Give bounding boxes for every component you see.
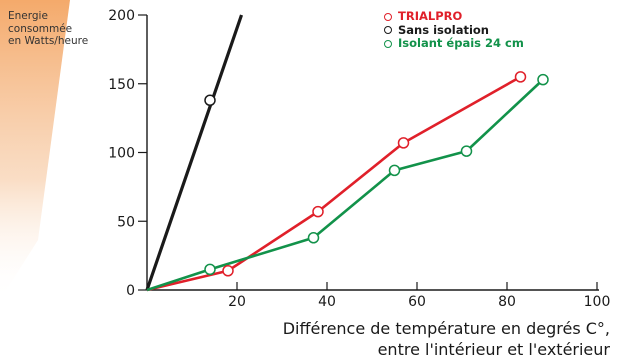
x-tick-label: 20 [228, 294, 246, 310]
y-tick-label: 0 [126, 283, 135, 299]
legend-item-sans-isolation: Sans isolation [384, 22, 524, 38]
legend-marker-icon [384, 26, 392, 35]
orange-corner-swoosh [0, 0, 70, 300]
legend-label-trialpro: TRIALPRO [398, 9, 463, 23]
legend-label-sans-isolation: Sans isolation [398, 22, 489, 37]
legend-item-trialpro: TRIALPRO [384, 9, 524, 24]
legend-marker-icon [384, 12, 392, 21]
legend: TRIALPRO Sans isolation Isolant épais 24… [384, 9, 524, 51]
y-tick-label: 200 [108, 8, 135, 24]
y-axis-label-line-3: en Watts/heure [8, 35, 89, 47]
y-axis-label-line-2: consommée [8, 22, 73, 35]
data-point-series-2 [307, 232, 320, 244]
x-axis-label-line-2: entre l'intérieur et l'extérieur [377, 340, 610, 359]
data-point-series-2 [388, 164, 401, 177]
y-axis-label-line-1: Energie [8, 10, 48, 22]
data-point-series-2 [537, 73, 549, 86]
x-axis-label-line-1: Différence de température en degrés C°, [282, 319, 610, 338]
y-axis-label: Energie consommée en Watts/heure [8, 10, 88, 48]
x-tick-label: 80 [498, 294, 516, 310]
x-axis-label: Différence de température en degrés C°, … [283, 318, 610, 360]
x-tick-label: 100 [584, 294, 611, 310]
x-tick-label: 60 [408, 294, 426, 310]
data-point-series-0 [312, 205, 324, 218]
series-line-0 [146, 75, 522, 292]
sans-isolation-line [145, 14, 244, 291]
legend-marker-icon [384, 39, 392, 48]
data-point-series-0 [397, 137, 410, 149]
data-point-series-1 [204, 94, 216, 106]
legend-item-isolant: Isolant épais 24 cm [384, 36, 524, 51]
series-line-2 [146, 78, 544, 292]
data-point-series-2 [460, 145, 473, 157]
y-tick-label: 100 [108, 146, 135, 162]
y-tick-label: 150 [108, 77, 135, 93]
data-point-series-0 [514, 71, 527, 83]
data-point-series-2 [204, 263, 216, 276]
x-tick-label: 40 [318, 294, 336, 310]
y-tick-label: 50 [117, 214, 135, 230]
data-point-series-0 [222, 265, 234, 277]
legend-label-isolant: Isolant épais 24 cm [398, 36, 524, 50]
